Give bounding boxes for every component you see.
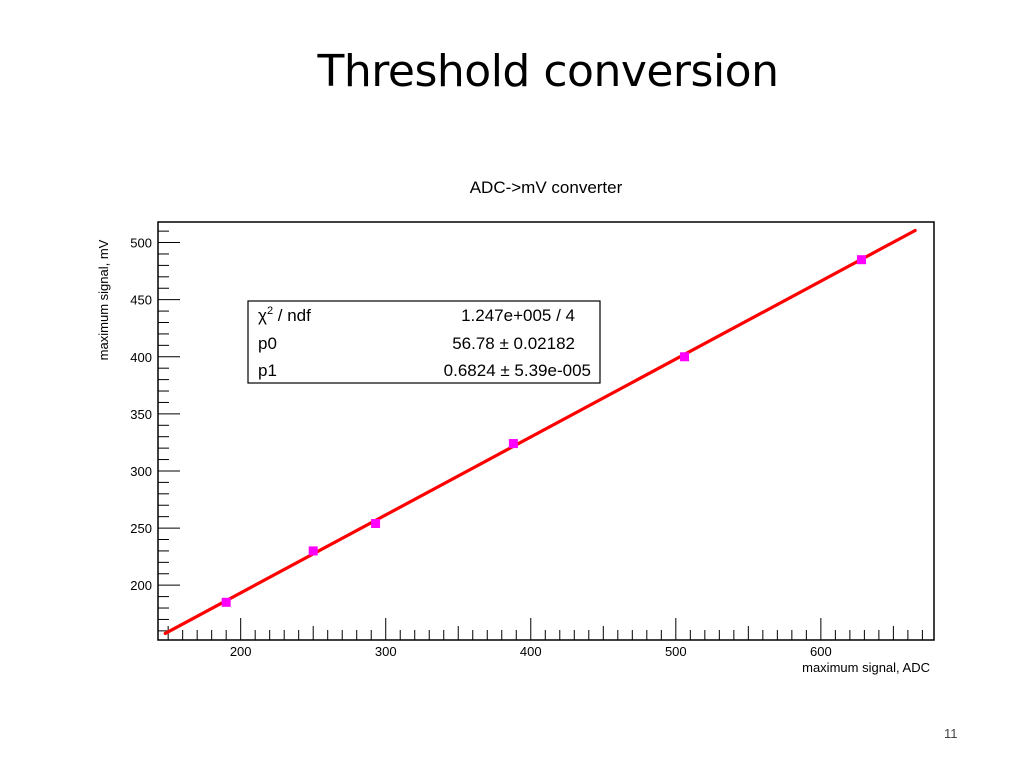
data-point [308, 546, 318, 556]
stats-value-p1: 0.6824 ± 5.39e-005 [444, 361, 591, 380]
x-axis-label: maximum signal, ADC [802, 660, 930, 675]
y-axis: 200 250 300 350 400 450 500 [130, 230, 180, 632]
stats-label-chi2: χ2 / ndf [258, 305, 311, 325]
x-tick-label: 200 [230, 644, 252, 659]
x-tick-label: 300 [375, 644, 397, 659]
y-tick-label: 250 [130, 521, 152, 536]
data-point [856, 255, 866, 265]
y-tick-label: 300 [130, 464, 152, 479]
chart-title: ADC->mV converter [470, 178, 623, 197]
slide-title: Threshold conversion [317, 46, 779, 97]
stats-value-p0: 56.78 ± 0.02182 [452, 334, 575, 353]
data-point [508, 439, 518, 449]
y-tick-label: 200 [130, 578, 152, 593]
y-tick-label: 500 [130, 236, 152, 251]
stats-value-chi2: 1.247e+005 / 4 [461, 306, 575, 325]
fit-stats-box: χ2 / ndf 1.247e+005 / 4 p0 56.78 ± 0.021… [247, 300, 601, 384]
fit-line [163, 228, 917, 636]
fit-layer [163, 228, 917, 636]
y-tick-label: 350 [130, 407, 152, 422]
x-tick-label: 400 [520, 644, 542, 659]
x-tick-label: 600 [810, 644, 832, 659]
plot-frame [157, 221, 935, 641]
stats-label-p0: p0 [258, 334, 277, 353]
stats-label-p1: p1 [258, 361, 277, 380]
data-point [680, 352, 690, 362]
x-axis: 200 300 400 500 600 [167, 618, 923, 659]
y-tick-label: 400 [130, 350, 152, 365]
page-number: 11 [944, 726, 958, 741]
fit-stats-frame [247, 300, 601, 384]
marker-layer [221, 255, 866, 607]
data-point [371, 519, 381, 529]
data-point [221, 597, 231, 607]
x-tick-label: 500 [665, 644, 687, 659]
y-axis-label: maximum signal, mV [96, 239, 111, 360]
y-tick-label: 450 [130, 293, 152, 308]
